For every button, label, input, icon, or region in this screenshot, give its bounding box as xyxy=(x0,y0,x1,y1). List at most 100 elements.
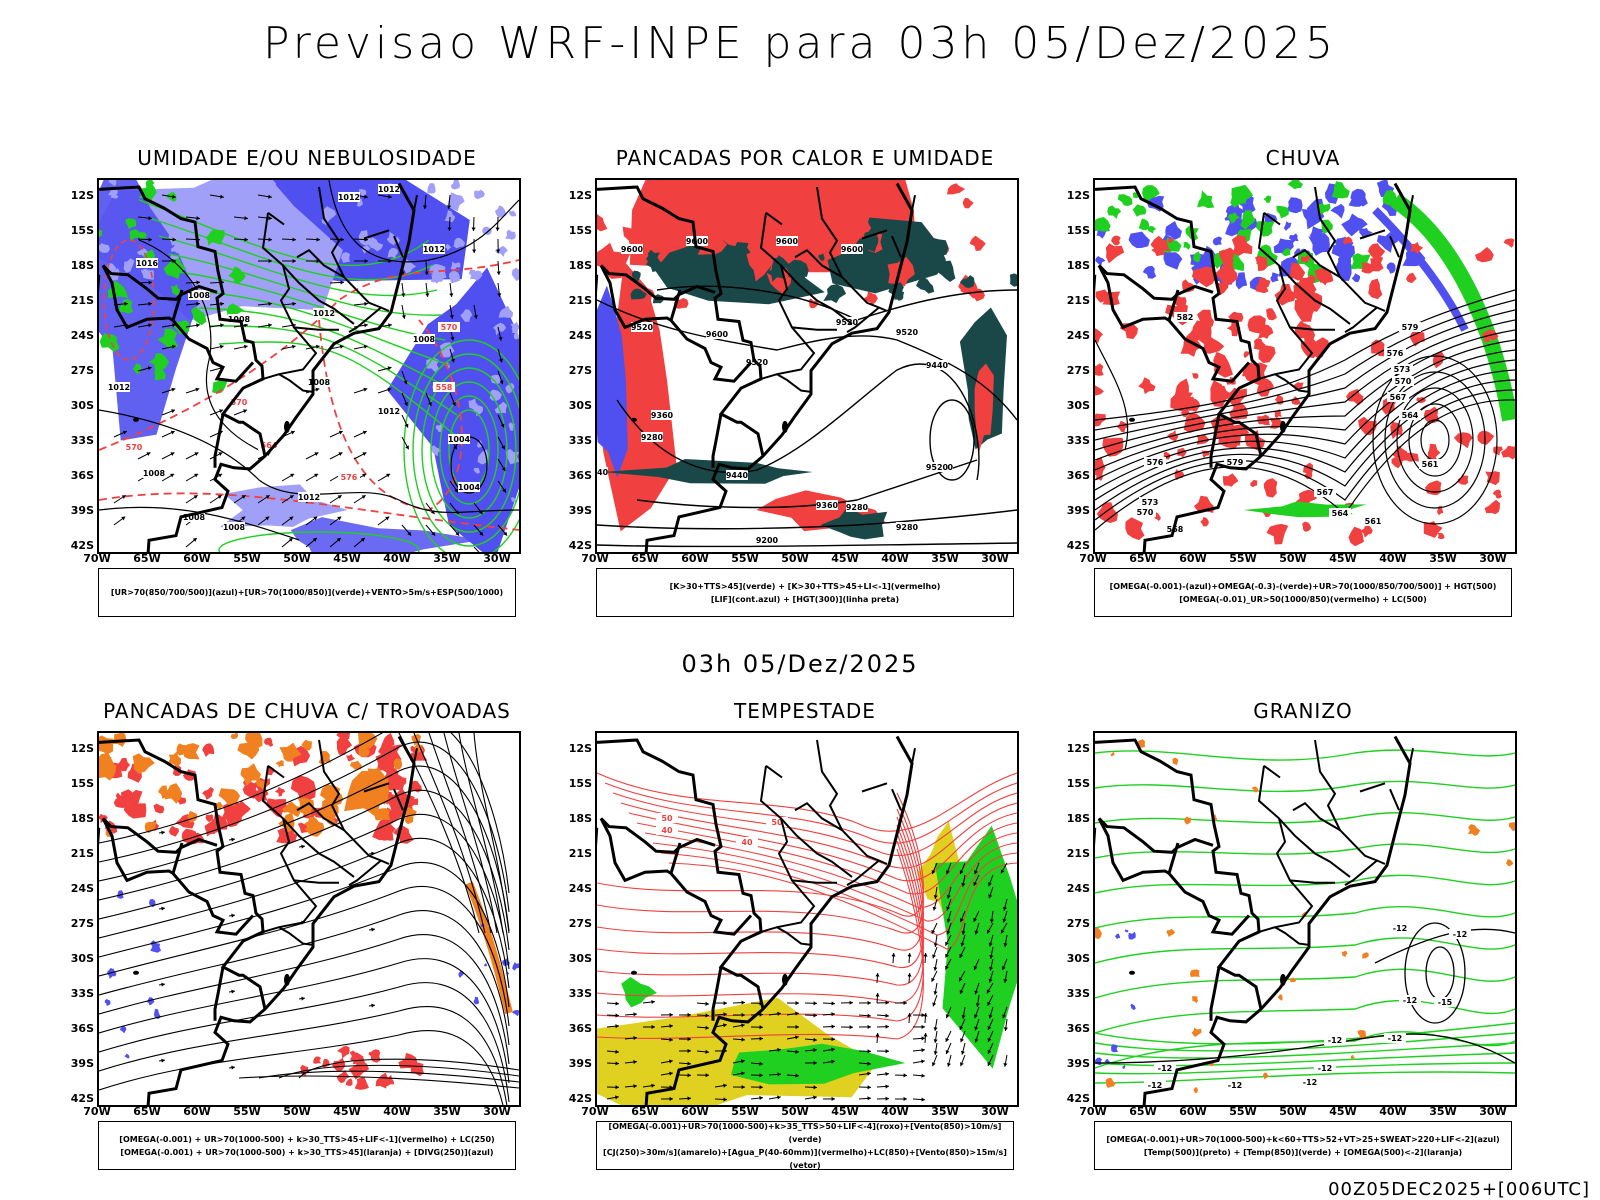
longitude-label: 70W xyxy=(83,1105,111,1118)
political-border xyxy=(1167,289,1180,321)
arrow-head xyxy=(907,973,912,977)
humidity-light xyxy=(450,180,460,190)
arrow-head xyxy=(946,906,951,911)
latitude-label: 18S xyxy=(70,259,94,272)
arrow-head xyxy=(289,516,294,521)
arrow-head xyxy=(146,452,151,456)
arrow-head xyxy=(669,1059,673,1064)
storm-red xyxy=(153,803,165,814)
lagoon xyxy=(1280,973,1286,986)
arrow-head xyxy=(923,953,928,957)
instability-teal xyxy=(630,288,647,300)
arrow-head xyxy=(478,510,483,515)
arrow-head xyxy=(931,929,936,934)
temp850-contour xyxy=(1095,812,1515,824)
omega-blue xyxy=(1341,213,1368,237)
humidity-green-contour xyxy=(119,299,134,314)
arrow-head xyxy=(422,205,428,209)
arrow-head xyxy=(987,1001,991,1006)
arrow-head xyxy=(907,1013,912,1017)
contour-label: 9360 xyxy=(651,411,674,420)
contour-label: 9280 xyxy=(846,503,869,512)
humidity-light xyxy=(489,389,502,401)
storm-orange xyxy=(176,743,188,756)
rain-red xyxy=(1200,517,1209,527)
rain-red xyxy=(1493,446,1503,456)
political-border xyxy=(1167,842,1180,874)
omega-orange xyxy=(1251,786,1259,793)
rain-red xyxy=(1095,385,1104,396)
omega-orange xyxy=(1289,977,1297,983)
political-border xyxy=(413,195,418,211)
arrow-head xyxy=(430,510,435,515)
arrow-head xyxy=(989,966,994,971)
arrow-head xyxy=(387,366,392,371)
map-canvas: -12-12-12-12-12-12-12-12-15-12-12 xyxy=(1095,735,1515,1105)
omega-orange xyxy=(1350,1055,1356,1060)
rain-red xyxy=(1215,261,1238,287)
humidity-light xyxy=(242,222,253,231)
storm-orange xyxy=(99,752,115,772)
storm-orange xyxy=(214,802,224,810)
arrow-head xyxy=(1003,1063,1008,1067)
political-border xyxy=(101,264,255,383)
instability-teal xyxy=(959,275,975,288)
humidity-green-contour xyxy=(218,531,420,552)
arrow-head xyxy=(196,280,200,285)
arrow-head xyxy=(945,953,949,958)
contour-label: 558 xyxy=(1167,525,1184,534)
humidity-light xyxy=(444,210,456,223)
arrow-head xyxy=(301,996,305,1001)
temp850-contour xyxy=(1095,905,1515,929)
arrow-head xyxy=(959,870,964,875)
political-border xyxy=(711,413,723,468)
omega-blue xyxy=(1351,273,1361,283)
longitude-label: 65W xyxy=(1129,552,1157,565)
arrow-head xyxy=(148,323,152,328)
arrow-head xyxy=(217,495,222,499)
storm-orange xyxy=(279,742,302,762)
height-contour xyxy=(1095,289,1515,421)
instability-red xyxy=(804,236,828,262)
omega-blue xyxy=(1235,272,1248,290)
latitude-label: 15S xyxy=(568,224,592,237)
thickness-contour xyxy=(99,259,519,451)
humidity-light xyxy=(510,497,517,503)
humidity-green-contour xyxy=(430,381,508,519)
arrow-head xyxy=(495,227,500,231)
storm-red xyxy=(336,735,353,755)
humidity-light xyxy=(368,237,384,252)
arrow-head xyxy=(499,380,504,385)
political-border xyxy=(776,926,811,946)
contour-label: 9600 xyxy=(776,237,799,246)
omega-green xyxy=(1263,195,1271,204)
arrow-head xyxy=(945,1014,950,1019)
longitude-label: 60W xyxy=(681,552,709,565)
latitude-label: 30S xyxy=(568,399,592,412)
political-border xyxy=(1314,739,1386,865)
arrow-head xyxy=(987,929,991,934)
arrow-head xyxy=(479,531,484,536)
arrow-head xyxy=(959,953,964,958)
streamline xyxy=(99,861,510,1008)
contour-label: -12 xyxy=(1403,996,1417,1005)
map-panel: -12 -12 -12 -12 -12 -12 -12 -12 -15 -12 -12 xyxy=(1093,731,1517,1107)
political-border xyxy=(794,248,843,278)
arrow-head xyxy=(121,495,126,499)
storm-red xyxy=(242,782,259,799)
red-contour xyxy=(597,808,924,951)
omega-blue xyxy=(1142,265,1157,279)
lagoon xyxy=(1280,420,1286,433)
height-contour xyxy=(1095,379,1515,511)
rain-red xyxy=(1222,473,1239,487)
arrow-head xyxy=(831,1096,835,1101)
political-border xyxy=(846,306,880,333)
longitude-label: 45W xyxy=(333,552,361,565)
arrow-head xyxy=(500,423,505,428)
hail-blue xyxy=(1122,1065,1126,1069)
storm-red xyxy=(202,743,215,757)
height-contour xyxy=(929,399,975,481)
instability-red xyxy=(962,197,974,209)
storm-orange xyxy=(230,733,239,739)
storm-orange xyxy=(297,797,314,817)
